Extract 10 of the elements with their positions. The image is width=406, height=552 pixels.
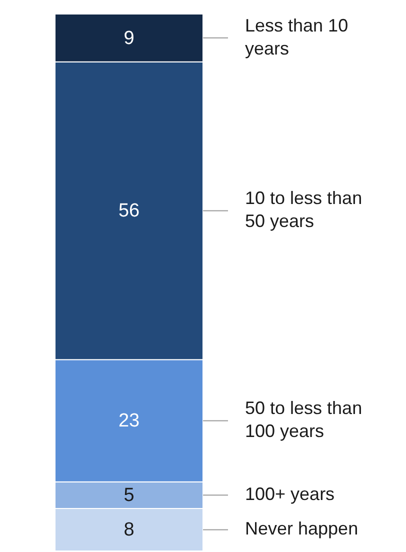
text: 100+ years (245, 484, 335, 504)
data-label: 56 (118, 200, 140, 222)
text: 10 to less than 50 years (245, 188, 362, 232)
data-label: 8 (124, 520, 134, 541)
data-label: 9 (124, 28, 134, 49)
text: 50 to less than 100 years (245, 398, 362, 442)
data-label: 23 (118, 410, 140, 432)
text: Less than 10 years (245, 15, 348, 58)
text: Never happen (245, 518, 358, 539)
data-label: 5 (124, 485, 134, 506)
